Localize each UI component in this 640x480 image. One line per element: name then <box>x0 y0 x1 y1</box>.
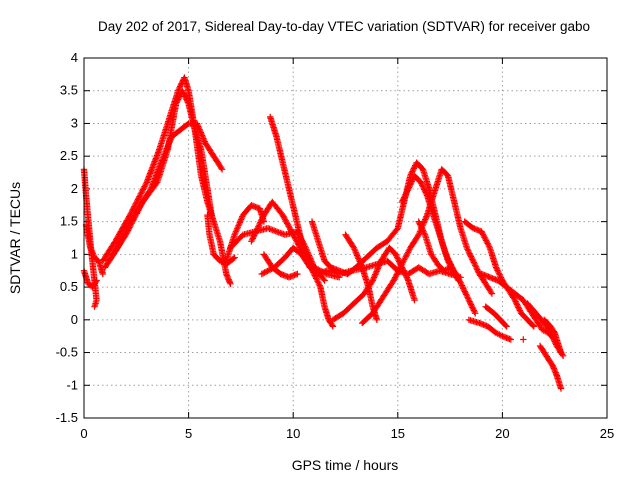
series-w <box>482 303 510 330</box>
y-tick-labels: -1.5 -1 -0.5 0 0.5 1 1.5 2 2.5 3 3.5 4 <box>56 50 78 425</box>
x-tick-label: 10 <box>286 426 300 441</box>
y-tick-label: 4 <box>71 50 78 65</box>
plus-marker-trace <box>482 303 510 330</box>
y-axis-label: SDTVAR / TECUs <box>7 182 23 294</box>
series-l <box>267 113 337 330</box>
x-tick-label: 0 <box>80 426 87 441</box>
grid-lines <box>83 57 608 419</box>
plus-marker-trace <box>520 336 527 343</box>
plus-marker-trace <box>415 218 479 317</box>
x-tick-label: 5 <box>185 426 192 441</box>
x-tick-labels: 0 5 10 15 20 25 <box>80 426 614 441</box>
x-axis-label: GPS time / hours <box>292 457 399 473</box>
y-tick-label: 3 <box>71 115 78 130</box>
y-tick-label: 3.5 <box>60 83 78 98</box>
x-tick-label: 25 <box>600 426 614 441</box>
y-tick-label: 0 <box>71 312 78 327</box>
series-y <box>536 342 565 392</box>
plus-marker-trace <box>536 342 565 392</box>
chart-title: Day 202 of 2017, Sidereal Day-to-day VTE… <box>98 19 590 34</box>
series-u <box>465 316 514 343</box>
y-tick-label: 2.5 <box>60 148 78 163</box>
y-tick-label: -1.5 <box>56 410 78 425</box>
series-c <box>82 221 106 278</box>
plus-marker-trace <box>204 211 238 268</box>
series-aa <box>541 316 565 356</box>
plus-marker-trace <box>105 87 215 265</box>
plus-marker-trace <box>541 316 565 356</box>
y-tick-label: 1.5 <box>60 214 78 229</box>
y-tick-label: -0.5 <box>56 345 78 360</box>
plus-marker-trace <box>267 113 337 330</box>
x-tick-label: 20 <box>495 426 509 441</box>
y-tick-label: 2 <box>71 181 78 196</box>
plot-frame <box>83 57 608 419</box>
y-tick-label: 0.5 <box>60 279 78 294</box>
series-s <box>415 218 479 317</box>
series-f <box>105 87 215 265</box>
plus-marker-trace <box>82 221 106 278</box>
series-g <box>204 211 238 268</box>
x-tick-label: 15 <box>391 426 405 441</box>
series-x <box>520 336 527 343</box>
y-tick-label: 1 <box>71 246 78 261</box>
y-tick-label: -1 <box>66 377 78 392</box>
data-points <box>80 74 567 392</box>
plus-marker-trace <box>465 316 514 343</box>
series-m <box>260 251 301 281</box>
plus-marker-trace <box>260 251 301 281</box>
